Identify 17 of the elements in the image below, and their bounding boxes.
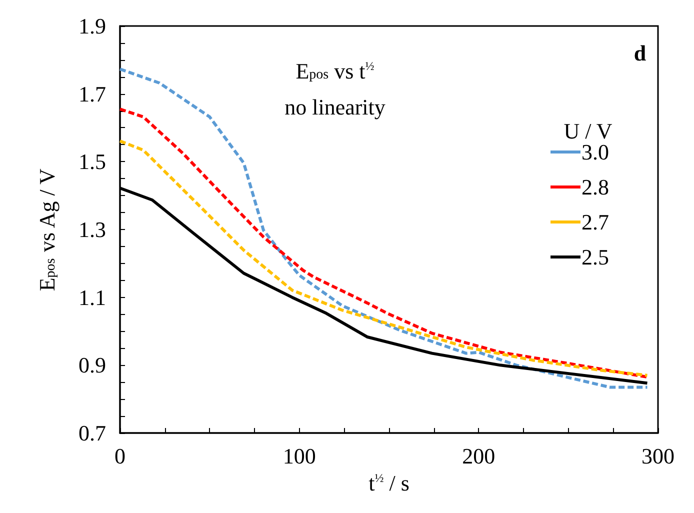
y-tick-label: 1.9 (78, 14, 106, 38)
y-tick-label: 1.3 (78, 217, 106, 242)
annotation: d (634, 40, 646, 66)
y-tick-label: 0.9 (78, 352, 106, 378)
y-tick-label: 0.7 (78, 420, 106, 446)
x-tick-label: 300 (642, 444, 674, 468)
legend-label: 2.8 (582, 174, 609, 200)
y-axis-title: Epos vs Ag / V (34, 168, 60, 292)
annotation: no linearity (284, 94, 386, 120)
y-tick-label: 1.1 (78, 284, 106, 310)
legend-label: 2.5 (582, 244, 609, 270)
x-tick-label: 100 (282, 444, 316, 468)
x-tick-label: 0 (114, 444, 126, 468)
x-tick-label: 200 (462, 444, 496, 468)
y-tick-label: 1.7 (78, 81, 106, 106)
legend-label: 2.7 (582, 210, 609, 234)
y-tick-label: 1.5 (78, 149, 106, 174)
